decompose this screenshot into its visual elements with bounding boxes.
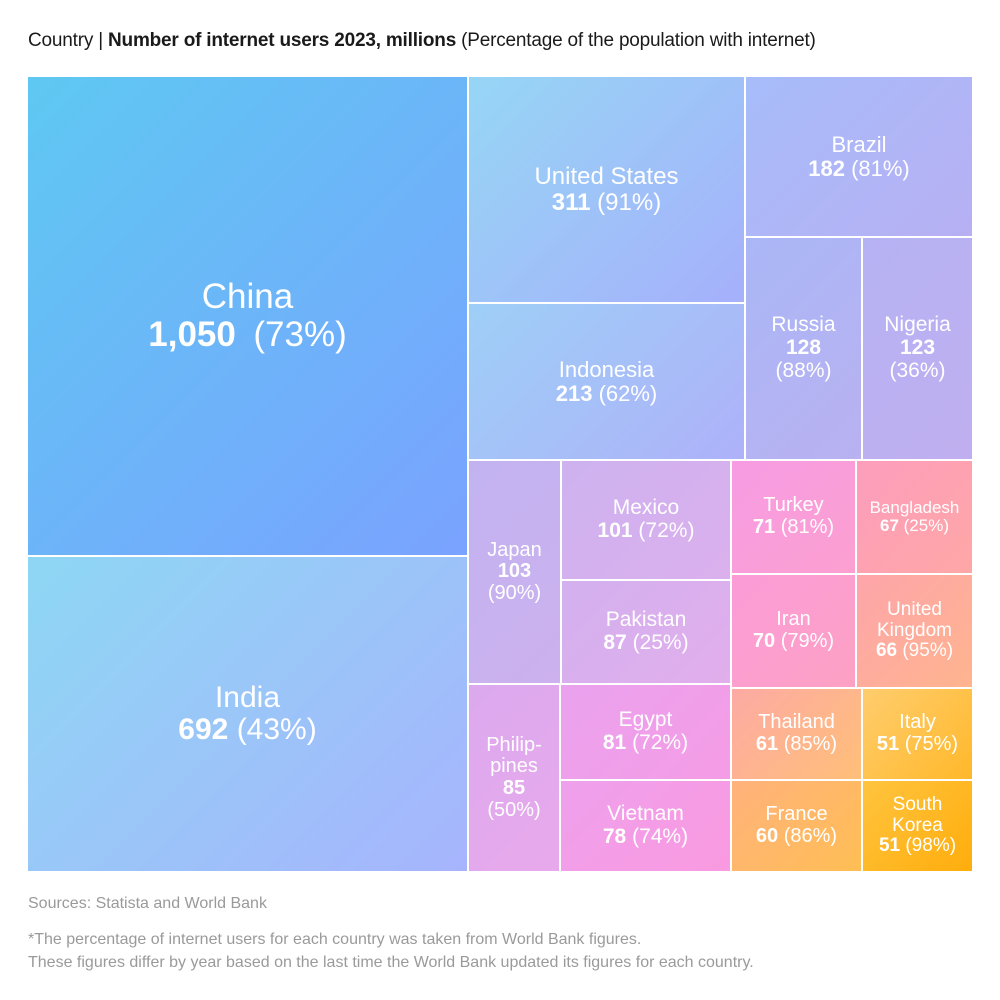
cell-label: Vietnam <box>607 802 684 826</box>
cell-percent: (72%) <box>632 731 689 754</box>
cell-value: 101 <box>597 519 633 542</box>
footnote-line-1: *The percentage of internet users for ea… <box>28 931 642 948</box>
treemap-cell-philippines: Philip- pines 85 (50%) <box>468 684 560 872</box>
cell-value: 692 <box>178 713 229 746</box>
cell-percent: (62%) <box>598 380 658 406</box>
chart-title-prefix: Country | <box>28 30 109 51</box>
cell-percent: (81%) <box>851 155 910 181</box>
cell-percent: (98%) <box>905 835 957 857</box>
cell-percent: (88%) <box>775 358 832 382</box>
cell-value: 51 <box>878 835 901 857</box>
treemap-cell-vietnam: Vietnam 78 (74%) <box>560 780 731 872</box>
cell-label: Thailand <box>758 711 835 734</box>
cell-value: 128 <box>785 336 822 360</box>
cell-percent: (74%) <box>632 825 689 848</box>
treemap-cell-india: India 692 (43%) <box>27 556 468 872</box>
cell-percent: (90%) <box>487 581 542 604</box>
cell-label: Mexico <box>612 496 680 520</box>
cell-value: 103 <box>497 560 532 583</box>
cell-percent: (25%) <box>632 631 689 654</box>
cell-percent: (85%) <box>783 733 838 755</box>
treemap-cell-japan: Japan 103 (90%) <box>468 460 561 684</box>
chart-title-main: Number of internet users 2023, millions <box>108 30 457 51</box>
treemap-cell-italy: Italy 51 (75%) <box>862 688 973 780</box>
treemap-cell-united-kingdom: United Kingdom 66 (95%) <box>856 574 973 688</box>
cell-percent: (86%) <box>783 825 838 847</box>
cell-percent: (43%) <box>236 713 317 746</box>
treemap-cell-china: China 1,050 (73%) <box>27 76 468 556</box>
treemap-cell-thailand: Thailand 61 (85%) <box>731 688 862 780</box>
treemap-cell-mexico: Mexico 101 (72%) <box>561 460 731 580</box>
cell-label: Nigeria <box>884 313 951 337</box>
chart-title: Country | Number of internet users 2023,… <box>28 30 816 52</box>
cell-label: Iran <box>776 608 811 631</box>
cell-label: Bangladesh <box>869 497 960 517</box>
chart-title-suffix: (Percentage of the population with inter… <box>456 30 816 51</box>
cell-label: United Kingdom <box>876 599 952 641</box>
cell-percent: (50%) <box>487 798 541 821</box>
cell-value: 71 <box>752 516 776 538</box>
cell-label: France <box>765 803 828 826</box>
cell-label: Brazil <box>831 131 887 157</box>
treemap-cell-turkey: Turkey 71 (81%) <box>731 460 856 574</box>
cell-label: Japan <box>487 538 542 561</box>
cell-value: 67 <box>879 516 899 535</box>
treemap-cell-pakistan: Pakistan 87 (25%) <box>561 580 731 684</box>
cell-label: Pakistan <box>605 608 687 632</box>
cell-value: 70 <box>752 630 776 652</box>
treemap-cell-united-states: United States 311 (91%) <box>468 76 745 303</box>
cell-value: 311 <box>551 188 591 216</box>
cell-value: 81 <box>602 731 627 754</box>
cell-value: 61 <box>755 733 779 755</box>
treemap-cell-russia: Russia 128 (88%) <box>745 237 862 460</box>
cell-percent: (25%) <box>903 516 949 535</box>
cell-value: 182 <box>808 155 845 181</box>
sources-note: Sources: Statista and World Bank <box>28 895 267 912</box>
cell-percent: (95%) <box>902 640 954 662</box>
cell-label: Philip- pines <box>486 733 542 778</box>
cell-label: Indonesia <box>558 356 655 382</box>
cell-value: 85 <box>502 777 526 799</box>
cell-value: 60 <box>755 825 779 847</box>
cell-percent: (73%) <box>253 315 347 354</box>
cell-label: China <box>201 277 294 317</box>
treemap-cell-bangladesh: Bangladesh 67 (25%) <box>856 460 973 574</box>
cell-label: Italy <box>899 711 936 734</box>
cell-value: 66 <box>875 640 898 662</box>
cell-percent: (79%) <box>780 630 835 652</box>
cell-percent: (36%) <box>889 358 946 382</box>
cell-label: South Korea <box>892 794 943 836</box>
cell-percent: (75%) <box>904 733 959 755</box>
treemap-cell-nigeria: Nigeria 123 (36%) <box>862 237 973 460</box>
cell-label: Russia <box>771 313 836 337</box>
treemap-cell-iran: Iran 70 (79%) <box>731 574 856 688</box>
cell-value: 1,050 <box>148 315 236 354</box>
cell-value: 51 <box>876 733 900 755</box>
footnote-line-2: These figures differ by year based on th… <box>28 954 754 971</box>
cell-percent: (81%) <box>780 516 835 538</box>
cell-percent: (72%) <box>638 519 695 542</box>
cell-label: India <box>214 680 281 714</box>
cell-value: 87 <box>603 631 627 654</box>
cell-percent: (91%) <box>597 188 662 216</box>
treemap-cell-france: France 60 (86%) <box>731 780 862 872</box>
cell-label: Egypt <box>618 708 673 732</box>
cell-value: 213 <box>555 380 593 406</box>
cell-value: 78 <box>602 825 627 848</box>
cell-value: 123 <box>899 336 936 360</box>
treemap-cell-egypt: Egypt 81 (72%) <box>560 684 731 780</box>
treemap-cell-indonesia: Indonesia 213 (62%) <box>468 303 745 460</box>
cell-label: United States <box>534 162 679 190</box>
treemap-cell-south-korea: South Korea 51 (98%) <box>862 780 973 872</box>
treemap-cell-brazil: Brazil 182 (81%) <box>745 76 973 237</box>
cell-label: Turkey <box>763 494 824 517</box>
